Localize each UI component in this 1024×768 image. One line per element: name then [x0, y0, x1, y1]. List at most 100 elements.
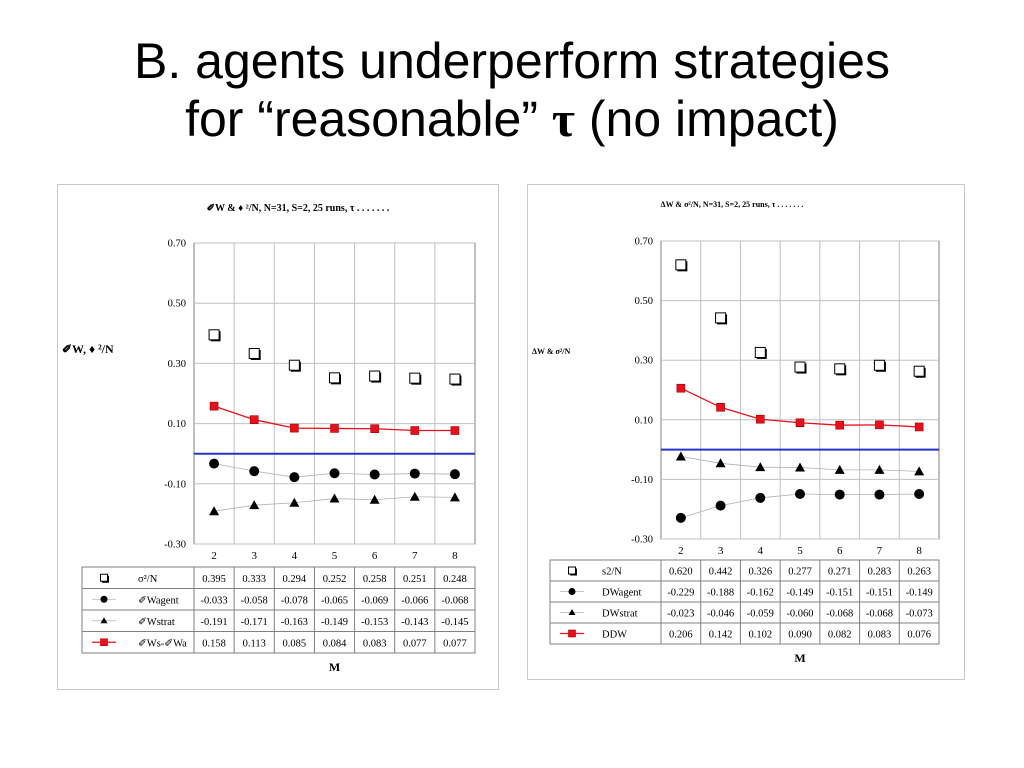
chart-right-svg: ΔW & σ²/N, N=31, S=2, 25 runs, τ . . . .… — [532, 200, 940, 665]
chart1-table-cell: -0.073 — [906, 609, 933, 620]
chart0-x-tick-label: 6 — [372, 550, 378, 562]
chart0-point — [449, 469, 460, 480]
chart1-point — [913, 365, 926, 378]
chart1-point — [716, 402, 725, 412]
chart0-point — [249, 500, 260, 510]
chart0-table-cell: -0.066 — [401, 595, 428, 606]
chart1-series-1 — [675, 489, 925, 523]
chart1-point — [835, 420, 845, 430]
chart0-table-cell: 0.085 — [283, 638, 307, 649]
chart1-table-cell: 0.277 — [788, 567, 812, 578]
chart1-point — [715, 500, 726, 511]
chart1-series-name: s2/N — [602, 567, 622, 578]
chart0-table-cell: -0.068 — [441, 595, 468, 606]
chart0-y-tick-label: 0.70 — [168, 239, 186, 250]
chart1-point — [875, 420, 884, 430]
chart1-legend-marker — [568, 629, 576, 638]
chart0-legend-marker — [100, 617, 108, 624]
chart1-series-name: DWagent — [602, 588, 641, 599]
chart1-point — [755, 414, 765, 424]
chart0-table-cell: 0.294 — [283, 574, 307, 585]
chart1-point — [874, 489, 885, 500]
chart1-point — [834, 464, 845, 474]
chart0-series-0 — [208, 329, 462, 386]
chart0-y-axis-label: ✐W, ♦ ²/N — [62, 342, 114, 356]
chart1-table-cell: 0.076 — [907, 630, 931, 641]
chart0-table-cell: -0.149 — [321, 617, 348, 628]
chart0-point — [409, 491, 420, 501]
chart1-y-tick-label: -0.10 — [631, 475, 653, 486]
chart0-series-name: ✐Wstrat — [138, 617, 175, 628]
chart0-table-cell: -0.163 — [281, 617, 308, 628]
title-tau: τ — [551, 91, 575, 147]
chart1-table-cell: -0.149 — [786, 588, 813, 599]
chart0-table-cell: -0.078 — [281, 595, 308, 606]
chart1-y-tick-label: -0.30 — [631, 535, 653, 546]
chart0-point — [209, 506, 220, 516]
chart1-point — [755, 462, 766, 472]
chart1-point — [795, 489, 805, 500]
chart0-point — [329, 493, 340, 503]
chart1-point — [914, 489, 925, 500]
chart1-y-tick-label: 0.70 — [635, 237, 653, 248]
chart1-y-tick-label: 0.10 — [635, 415, 653, 426]
title-line-1: B. agents underperform strategies — [134, 33, 890, 89]
chart1-table-cell: 0.283 — [868, 567, 892, 578]
chart1-y-axis-label: ΔW & σ²/N — [532, 347, 571, 356]
chart1-legend-marker — [568, 588, 576, 595]
chart0-x-tick-label: 2 — [211, 550, 217, 562]
chart0-table-cell: 0.077 — [443, 638, 467, 649]
chart0-table-cell: -0.171 — [241, 617, 268, 628]
chart1-legend-marker — [568, 609, 576, 615]
chart1-table-cell: 0.326 — [748, 567, 772, 578]
chart0-table-cell: 0.258 — [363, 574, 387, 585]
chart1-table-cell: -0.188 — [707, 588, 734, 599]
title-line-2: for “reasonable” τ (no impact) — [0, 90, 1024, 148]
chart0-point — [288, 359, 301, 372]
chart0-point — [369, 370, 382, 383]
chart0-series-3 — [209, 401, 460, 435]
chart-panel-left: ✐W & ♦ ²/N, N=31, S=2, 25 runs, τ . . . … — [57, 184, 499, 690]
chart1-table-cell: -0.023 — [667, 609, 694, 620]
chart1-point — [873, 359, 886, 372]
chart1-x-tick-label: 4 — [758, 545, 764, 557]
title-line-2-start: for “reasonable” — [185, 91, 552, 147]
chart0-series-2 — [209, 491, 460, 516]
chart0-point — [208, 329, 221, 342]
chart0-legend-marker — [100, 595, 108, 603]
chart1-point — [676, 383, 686, 393]
title-line-2-end: (no impact) — [574, 91, 839, 147]
chart1-table-cell: 0.206 — [669, 630, 693, 641]
chart1-table-cell: 0.271 — [828, 567, 852, 578]
chart1-x-tick-label: 6 — [837, 545, 843, 557]
chart0-table-cell: -0.069 — [361, 595, 388, 606]
chart1-point — [794, 361, 807, 374]
chart0-point — [410, 426, 420, 435]
chart0-table-cell: 0.333 — [242, 574, 266, 585]
chart1-table-cell: -0.151 — [866, 588, 893, 599]
chart0-x-tick-label: 5 — [332, 550, 338, 562]
chart1-x-tick-label: 2 — [678, 545, 684, 557]
chart1-x-tick-label: 3 — [718, 545, 724, 557]
chart1-table-cell: 0.620 — [669, 567, 693, 578]
chart1-point — [795, 462, 805, 472]
chart1-point — [834, 489, 845, 500]
chart0-data-table: σ²/N 0.395 0.333 0.294 0.252 0.258 0.251 0.248 ✐… — [81, 566, 476, 654]
chart1-point — [715, 458, 726, 468]
chart0-point — [209, 401, 219, 411]
chart1-series-2 — [675, 451, 925, 476]
chart1-x-tick-label: 8 — [916, 545, 922, 557]
chart1-title: ΔW & σ²/N, N=31, S=2, 25 runs, τ . . . .… — [661, 200, 804, 209]
chart1-table-cell: -0.060 — [786, 609, 813, 620]
chart1-point — [914, 422, 924, 432]
chart1-series-name: DDW — [602, 630, 627, 641]
chart1-point — [754, 346, 767, 359]
chart1-table-cell: -0.151 — [826, 588, 853, 599]
chart0-point — [329, 372, 341, 385]
chart1-table-cell: -0.068 — [826, 609, 853, 620]
chart0-table-cell: 0.251 — [403, 574, 427, 585]
chart0-table-cell: 0.083 — [363, 638, 387, 649]
chart1-y-tick-label: 0.50 — [635, 296, 653, 307]
chart1-table-cell: 0.442 — [709, 567, 733, 578]
chart0-table-cell: 0.252 — [323, 574, 347, 585]
